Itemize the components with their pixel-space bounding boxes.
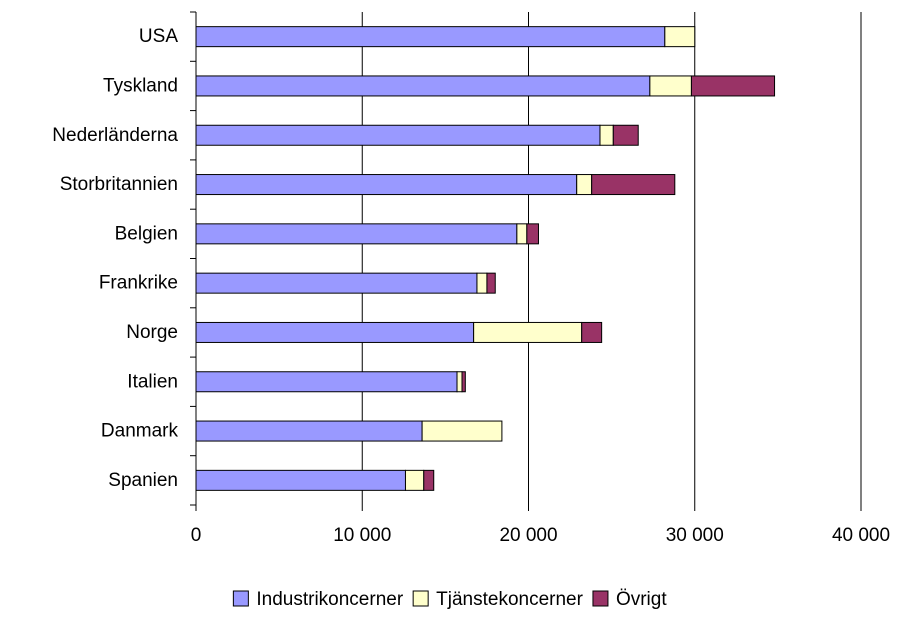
axes [190,11,862,511]
bar-norge-tjanstekoncerner [473,321,583,343]
x-tick-label: 20 000 [499,525,557,546]
category-label-danmark: Danmark [101,421,179,442]
bar-usa-industrikoncerner [195,26,666,48]
bar-frankrike-ovrigt [486,272,496,294]
bars [195,26,776,491]
category-label-belgien: Belgien [115,223,178,244]
bar-storbritannien-industrikoncerner [195,174,578,196]
bar-norge-ovrigt [581,321,603,343]
category-label-frankrike: Frankrike [99,273,178,294]
bar-danmark-tjanstekoncerner [421,420,503,442]
bar-italien-industrikoncerner [195,371,458,393]
bar-spanien-ovrigt [423,469,435,491]
tick-labels: 0 10 000 20 000 30 000 40 000 [191,525,890,546]
bar-italien-tjanstekoncerner [456,371,463,393]
category-label-storbritannien: Storbritannien [60,174,178,195]
bar-nederlanderna-ovrigt [612,124,639,146]
bar-nederlanderna-tjanstekoncerner [599,124,614,146]
bar-norge-industrikoncerner [195,321,475,343]
legend-swatch-ovrigt [592,590,609,607]
legend-label-tjanstekoncerner: Tjänstekoncerner [436,589,583,610]
bar-spanien-industrikoncerner [195,469,406,491]
category-label-nederlanderna: Nederländerna [52,125,178,146]
bar-tyskland-ovrigt [690,75,776,97]
bar-storbritannien-ovrigt [591,174,676,196]
category-label-italien: Italien [127,371,178,392]
bar-frankrike-tjanstekoncerner [476,272,488,294]
bar-belgien-industrikoncerner [195,223,518,245]
bar-spanien-tjanstekoncerner [404,469,425,491]
category-label-usa: USA [139,26,178,47]
legend-label-industrikoncerner: Industrikoncerner [256,589,403,610]
x-tick-label: 10 000 [333,525,391,546]
bar-tyskland-tjanstekoncerner [649,75,692,97]
bar-nederlanderna-industrikoncerner [195,124,601,146]
bar-italien-ovrigt [461,371,466,393]
legend-swatch-tjanstekoncerner [412,590,429,607]
category-label-norge: Norge [126,322,178,343]
bar-tyskland-industrikoncerner [195,75,651,97]
bar-frankrike-industrikoncerner [195,272,478,294]
x-tick-label: 0 [191,525,202,546]
bar-belgien-tjanstekoncerner [516,223,528,245]
bar-danmark-industrikoncerner [195,420,423,442]
bar-usa-tjanstekoncerner [664,26,696,48]
legend-label-ovrigt: Övrigt [616,589,667,610]
legend: Industrikoncerner Tjänstekoncerner Övrigt [232,589,667,610]
category-label-spanien: Spanien [108,470,178,491]
x-tick-label: 30 000 [666,525,724,546]
bar-belgien-ovrigt [526,223,539,245]
category-labels: USA Tyskland Nederländerna Storbritannien Be… [52,26,178,491]
legend-swatch-industrikoncerner [232,590,249,607]
bar-storbritannien-tjanstekoncerner [576,174,593,196]
category-label-tyskland: Tyskland [103,75,178,96]
x-tick-label: 40 000 [832,525,890,546]
